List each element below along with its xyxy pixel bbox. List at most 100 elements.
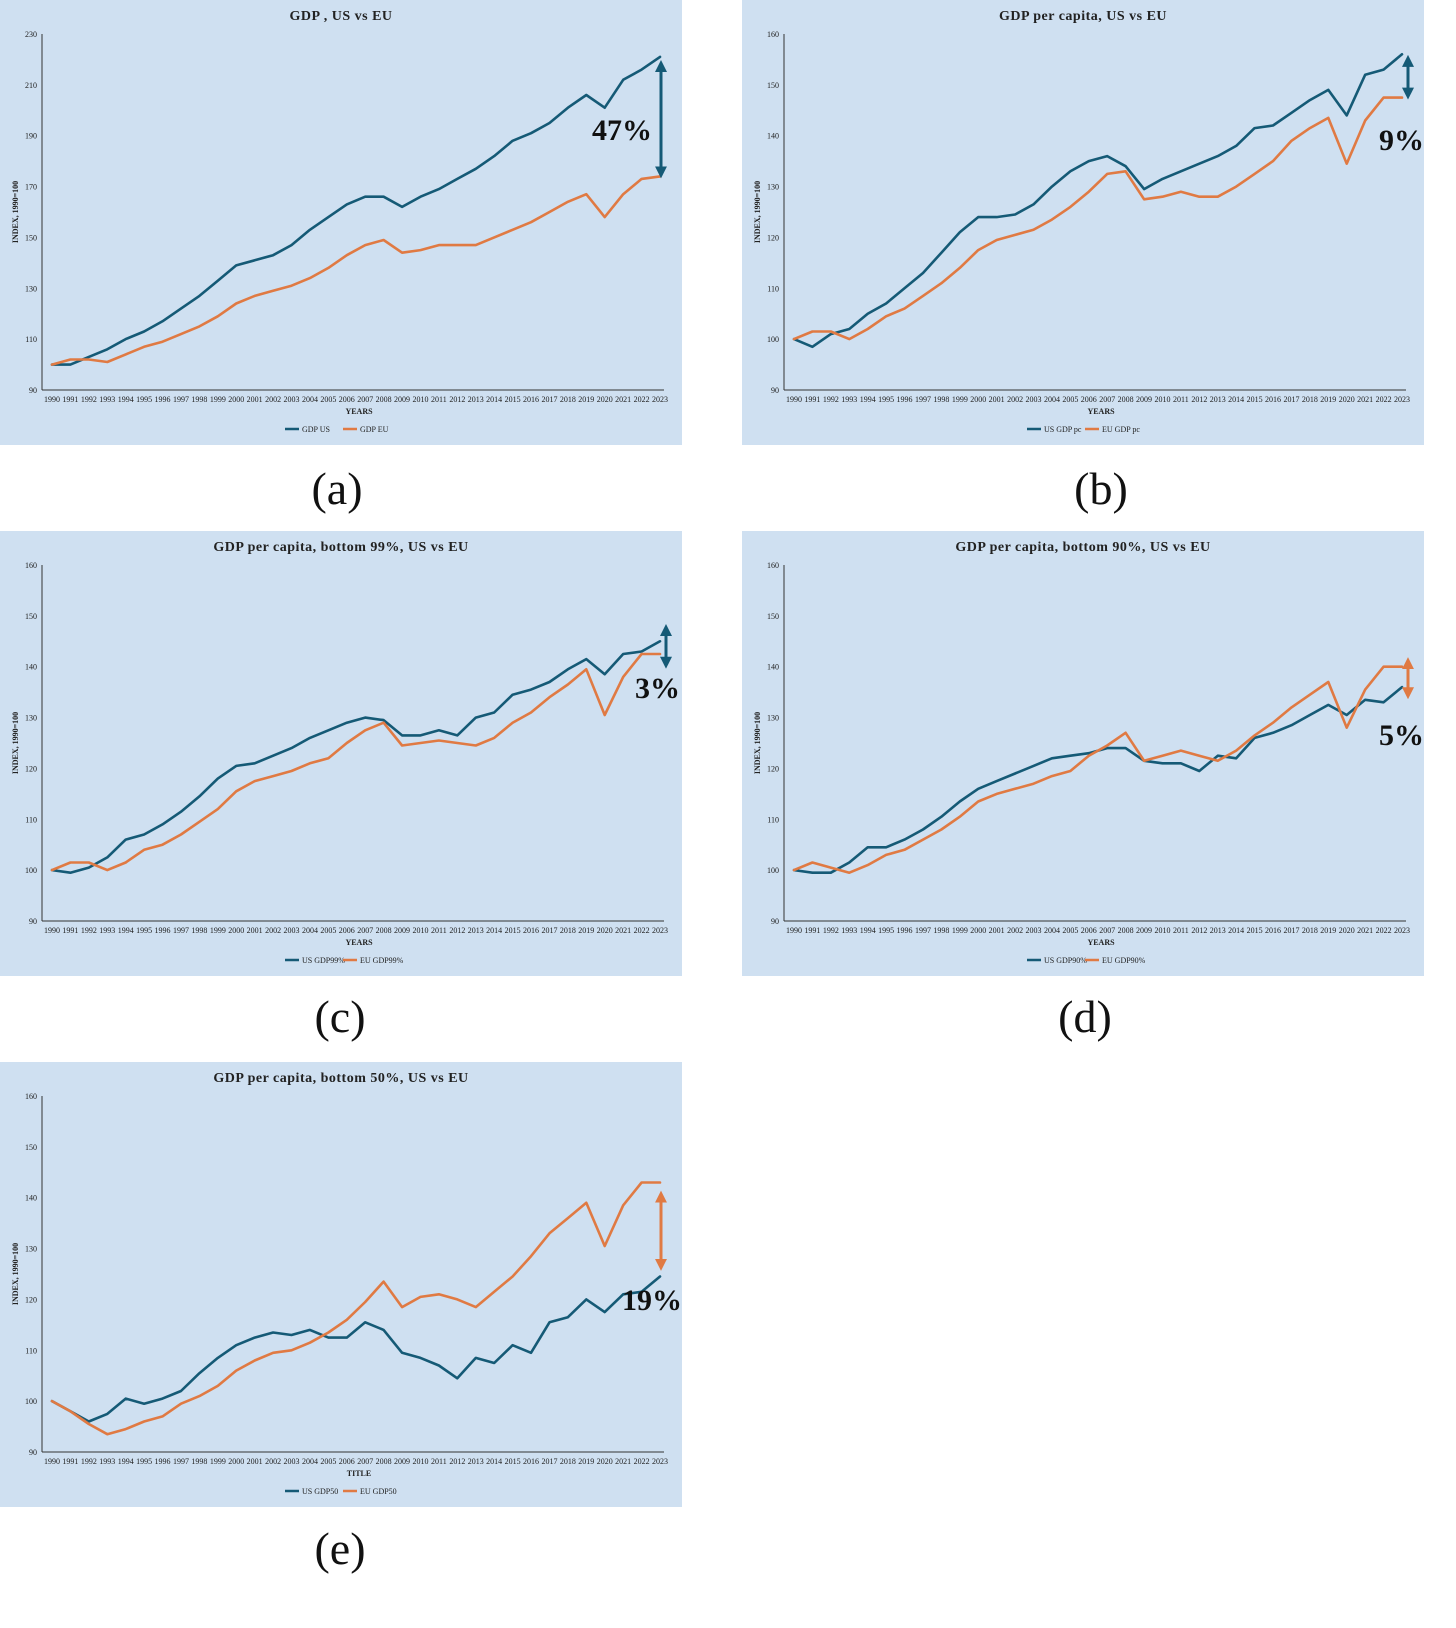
x-tick-label: 2002 (265, 1457, 281, 1466)
y-tick-label: 140 (767, 132, 779, 141)
y-tick-label: 110 (25, 815, 37, 824)
x-tick-label: 2006 (1081, 926, 1097, 935)
x-tick-label: 2001 (247, 395, 263, 404)
x-tick-label: 2008 (1118, 926, 1134, 935)
x-tick-label: 2017 (1283, 395, 1299, 404)
series-line-us-gdp90- (792, 685, 1404, 875)
x-tick-label: 2007 (1099, 395, 1115, 404)
y-tick-label: 90 (29, 1448, 37, 1457)
x-tick-label: 1995 (136, 1457, 152, 1466)
x-tick-label: 1992 (81, 395, 97, 404)
y-tick-label: 150 (25, 1143, 37, 1152)
x-tick-label: 2016 (523, 1457, 539, 1466)
x-tick-label: 2013 (468, 1457, 484, 1466)
x-tick-label: 2017 (1283, 926, 1299, 935)
x-tick-label: 1997 (915, 395, 931, 404)
x-tick-label: 1999 (210, 926, 226, 935)
series-line-eu-gdp-pc (792, 96, 1404, 341)
x-tick-label: 2006 (339, 1457, 355, 1466)
x-tick-label: 2006 (339, 926, 355, 935)
x-tick-label: 1993 (841, 395, 857, 404)
x-tick-label: 2009 (1136, 395, 1152, 404)
x-tick-label: 2016 (523, 395, 539, 404)
x-tick-label: 1991 (804, 926, 820, 935)
x-tick-label: 2009 (394, 926, 410, 935)
x-tick-label: 1998 (933, 395, 949, 404)
x-tick-label: 2008 (376, 1457, 392, 1466)
x-tick-label: 1998 (191, 1457, 207, 1466)
x-tick-label: 2020 (597, 395, 613, 404)
x-tick-label: 2022 (1376, 395, 1392, 404)
x-tick-label: 1994 (860, 395, 876, 404)
x-tick-label: 2011 (431, 926, 447, 935)
x-tick-label: 2008 (376, 395, 392, 404)
x-tick-label: 2019 (1320, 926, 1336, 935)
x-tick-label: 2006 (1081, 395, 1097, 404)
x-tick-label: 2001 (247, 1457, 263, 1466)
y-tick-label: 120 (25, 764, 37, 773)
y-axis-label: INDEX, 1990=100 (753, 712, 762, 774)
x-tick-label: 2023 (652, 926, 668, 935)
x-tick-label: 2008 (376, 926, 392, 935)
y-tick-label: 150 (767, 612, 779, 621)
x-tick-label: 2019 (578, 1457, 594, 1466)
x-tick-label: 2018 (560, 395, 576, 404)
x-tick-label: 1994 (118, 926, 134, 935)
chart-panel-b: GDP per capita, US vs EU 90 100 110 120 130 14… (742, 0, 1424, 445)
y-tick-label: 150 (767, 81, 779, 90)
x-tick-label: 2002 (265, 395, 281, 404)
x-tick-label: 2000 (228, 1457, 244, 1466)
x-tick-label: 2010 (412, 395, 428, 404)
chart-panel-d: GDP per capita, bottom 90%, US vs EU 90 10… (742, 531, 1424, 976)
y-tick-label: 130 (767, 183, 779, 192)
x-tick-label: 2018 (1302, 395, 1318, 404)
y-tick-label: 130 (767, 714, 779, 723)
x-tick-label: 2005 (1062, 395, 1078, 404)
x-tick-label: 2010 (412, 926, 428, 935)
y-tick-label: 110 (25, 1346, 37, 1355)
x-tick-label: 2023 (1394, 395, 1410, 404)
x-tick-label: 2016 (523, 926, 539, 935)
x-tick-label: 2012 (449, 1457, 465, 1466)
legend-label: GDP EU (360, 425, 389, 434)
x-tick-label: 2001 (989, 926, 1005, 935)
x-tick-label: 1997 (173, 926, 189, 935)
x-tick-label: 1997 (173, 1457, 189, 1466)
x-tick-label: 2010 (1154, 395, 1170, 404)
y-tick-label: 140 (767, 663, 779, 672)
x-tick-label: 2018 (1302, 926, 1318, 935)
legend-label: EU GDP pc (1102, 425, 1140, 434)
x-axis-label: YEARS (345, 938, 373, 947)
x-tick-label: 1998 (191, 926, 207, 935)
gap-label: 47% (592, 114, 652, 147)
x-tick-label: 2021 (615, 395, 631, 404)
x-tick-label: 2022 (634, 395, 650, 404)
x-tick-label: 2000 (228, 926, 244, 935)
y-tick-label: 160 (25, 561, 37, 570)
x-tick-label: 2014 (486, 1457, 502, 1466)
x-tick-label: 1992 (81, 926, 97, 935)
x-tick-label: 2007 (357, 395, 373, 404)
x-tick-label: 2014 (1228, 926, 1244, 935)
chart-svg-d: GDP per capita, bottom 90%, US vs EU 90 10… (753, 540, 1424, 965)
caption-b: (b) (1074, 463, 1128, 514)
y-axis-label: INDEX, 1990=100 (11, 712, 20, 774)
y-tick-label: 120 (767, 764, 779, 773)
y-tick-label: 160 (767, 561, 779, 570)
y-tick-label: 90 (29, 917, 37, 926)
x-tick-label: 1996 (155, 1457, 171, 1466)
y-tick-label: 130 (25, 1245, 37, 1254)
series-line-eu-gdp90- (792, 665, 1404, 875)
y-axis-label: INDEX, 1990=100 (11, 1243, 20, 1305)
x-tick-label: 1993 (99, 926, 115, 935)
x-tick-label: 1996 (155, 395, 171, 404)
x-tick-label: 2003 (284, 1457, 300, 1466)
legend-label: EU GDP50 (360, 1487, 397, 1496)
x-tick-label: 2018 (560, 926, 576, 935)
chart-title: GDP per capita, bottom 90%, US vs EU (955, 540, 1210, 555)
x-tick-label: 1991 (62, 926, 78, 935)
gap-label: 3% (635, 672, 680, 705)
x-tick-label: 2013 (468, 395, 484, 404)
y-tick-label: 110 (767, 284, 779, 293)
legend-label: GDP US (302, 425, 330, 434)
